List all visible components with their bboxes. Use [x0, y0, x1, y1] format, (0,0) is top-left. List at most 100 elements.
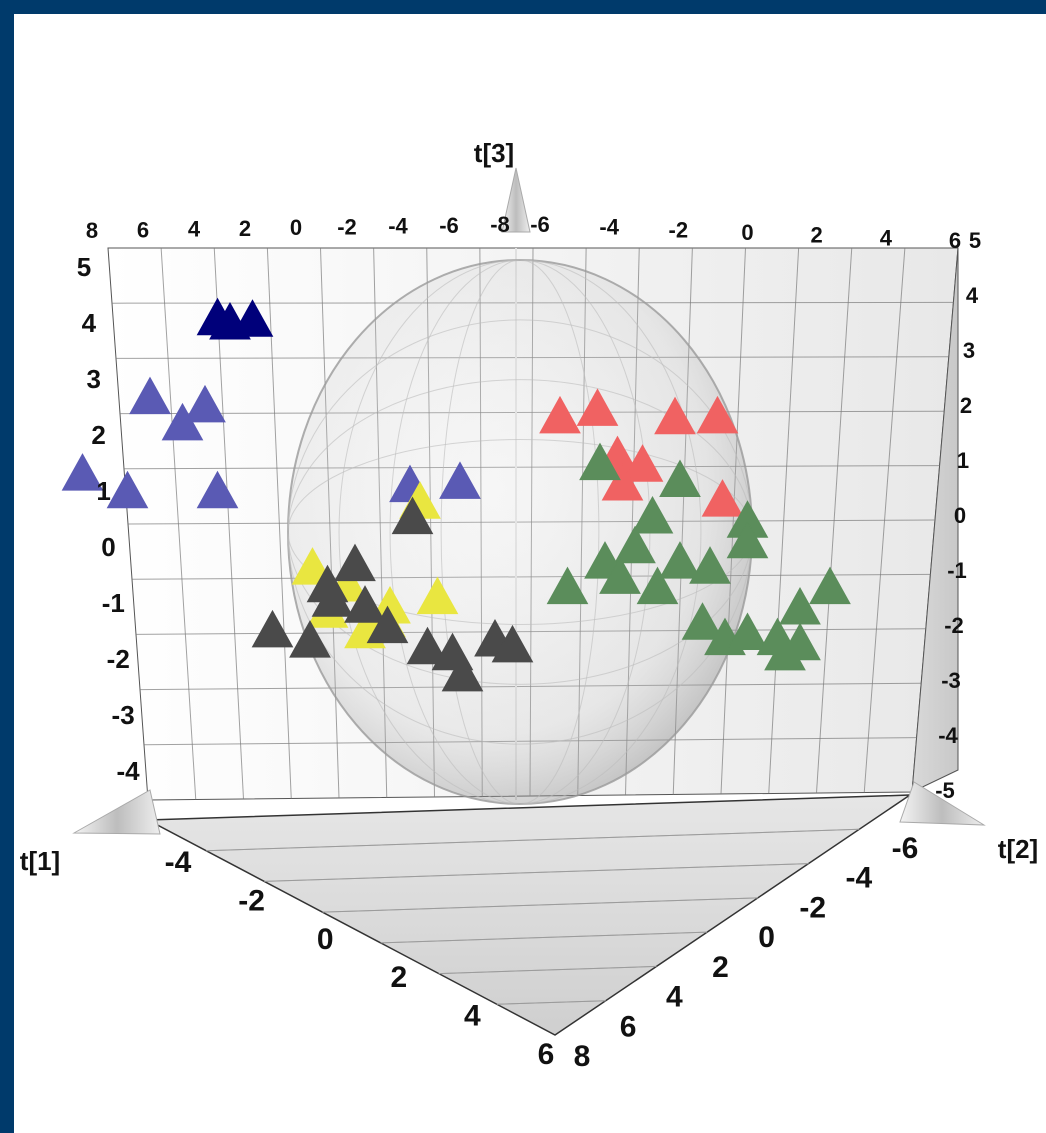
data-point-triangle [289, 620, 331, 658]
data-point-triangle [576, 388, 619, 426]
data-point-triangle [689, 546, 731, 584]
data-point-triangle [129, 376, 171, 415]
data-point-triangle [659, 541, 701, 579]
data-point-triangle [196, 470, 239, 509]
tick-label-t3-right: 1 [957, 448, 969, 473]
tick-label-t1-back: 8 [86, 218, 98, 243]
data-point-triangle [441, 653, 484, 692]
data-point-triangle [406, 626, 449, 665]
tick-label-t3-left: -2 [107, 644, 130, 674]
tick-label-t1-front: 0 [317, 923, 334, 956]
data-point-triangle [251, 609, 294, 648]
data-points [61, 297, 851, 692]
data-point-triangle [681, 602, 724, 640]
data-point-triangle [701, 479, 744, 517]
t1-arrow [72, 789, 161, 835]
tick-label-t2-front: -4 [846, 862, 873, 895]
tick-label-t3-left: 5 [77, 252, 91, 282]
data-point-triangle [654, 396, 696, 435]
floor-grid-line [496, 1000, 606, 1005]
tick-label-t3-right: 5 [969, 228, 981, 253]
tick-label-t2-front: 6 [620, 1010, 637, 1043]
tick-label-t2-front: 2 [712, 951, 729, 984]
tick-label-t1-front: 2 [390, 961, 407, 994]
data-point-triangle [491, 624, 534, 663]
data-point-triangle [601, 462, 644, 501]
tick-label-t1-back: -8 [490, 212, 510, 237]
data-point-triangle [726, 520, 769, 559]
data-point-triangle [546, 566, 589, 605]
t3-arrow [501, 167, 531, 233]
data-point-triangle [579, 442, 621, 481]
tick-label-t3-left: 0 [101, 532, 115, 562]
tick-label-t2-back: 0 [741, 220, 753, 245]
tick-label-t3-left: 2 [91, 420, 105, 450]
tick-label-t1-front: 4 [464, 1000, 481, 1033]
data-point-triangle [184, 384, 226, 423]
tick-label-t2-back: -6 [530, 212, 550, 237]
floor [145, 794, 913, 1036]
tick-label-t3-right: -2 [944, 613, 964, 638]
tick-label-t3-right: -4 [938, 723, 958, 748]
tick-label-t1-back: -2 [337, 214, 357, 239]
data-point-triangle [416, 576, 459, 615]
tick-label-t3-right: -3 [941, 668, 961, 693]
data-point-triangle [209, 301, 251, 340]
tick-label-t1-back: 4 [188, 217, 201, 242]
data-point-triangle [764, 632, 806, 671]
tick-label-t1-back: 0 [290, 215, 302, 240]
tick-label-t3-right: -1 [947, 558, 967, 583]
tick-label-t1-front: -2 [238, 884, 265, 917]
tick-label-t2-back: 6 [949, 228, 961, 253]
data-point-triangle [311, 579, 354, 617]
tick-label-t2-front: 8 [574, 1040, 591, 1073]
tick-label-t2-back: 4 [880, 225, 893, 250]
tick-label-t1-front: -4 [165, 846, 192, 879]
tick-label-t2-back: -2 [669, 217, 689, 242]
floor-grid-line [438, 965, 657, 975]
data-point-triangle [621, 444, 664, 482]
tick-label-t2-back: 2 [811, 223, 823, 248]
tick-labels: 8 6 4 2 0 -2 -4 -6 -8 -6 -4 -2 0 2 4 6543210-1-2-3-4543… [77, 212, 981, 1073]
sphere-meridian [440, 259, 600, 805]
data-point-triangle [344, 585, 386, 623]
data-point-triangle [106, 470, 149, 509]
floor-grid-line [264, 863, 809, 882]
data-point-triangle [539, 395, 581, 434]
tick-label-t3-left: -4 [116, 756, 140, 786]
hotelling-sphere [287, 259, 753, 805]
tick-label-t2-front: -2 [799, 891, 826, 924]
tick-label-t3-left: 4 [82, 308, 97, 338]
tick-label-t1-back: 2 [239, 216, 251, 241]
tick-label-t1-back: 6 [137, 217, 149, 242]
tick-label-t3-right: 2 [960, 393, 972, 418]
tick-label-t2-front: 0 [758, 921, 775, 954]
data-point-triangle [334, 543, 376, 582]
data-point-triangle [161, 402, 204, 441]
tick-label-t2-front: 4 [666, 981, 683, 1014]
data-point-triangle [391, 496, 434, 535]
data-point-triangle [726, 612, 769, 650]
tick-label-t3-right: 0 [954, 503, 966, 528]
axis-arrows [72, 167, 986, 835]
floor-grid-line [380, 931, 708, 944]
axis-title-t1: t[1] [20, 846, 60, 876]
tick-label-t2-front: -6 [892, 832, 919, 865]
data-point-triangle [61, 453, 104, 491]
tick-label-t3-left: -1 [102, 588, 125, 618]
floor-grid-line [322, 897, 758, 913]
data-point-triangle [614, 525, 656, 564]
tick-label-t3-right: -5 [935, 778, 955, 803]
axis-title-t2: t[2] [998, 834, 1038, 864]
tick-label-t3-right: 4 [966, 283, 979, 308]
data-point-triangle [636, 566, 679, 605]
tick-label-t1-back: -6 [439, 213, 459, 238]
axis-title-t3: t[3] [474, 138, 514, 168]
sphere-outline [287, 259, 753, 805]
tick-label-t1-front: 6 [538, 1038, 555, 1071]
tick-label-t3-left: 1 [96, 476, 110, 506]
data-point-triangle [696, 395, 739, 434]
data-point-triangle [439, 461, 481, 499]
